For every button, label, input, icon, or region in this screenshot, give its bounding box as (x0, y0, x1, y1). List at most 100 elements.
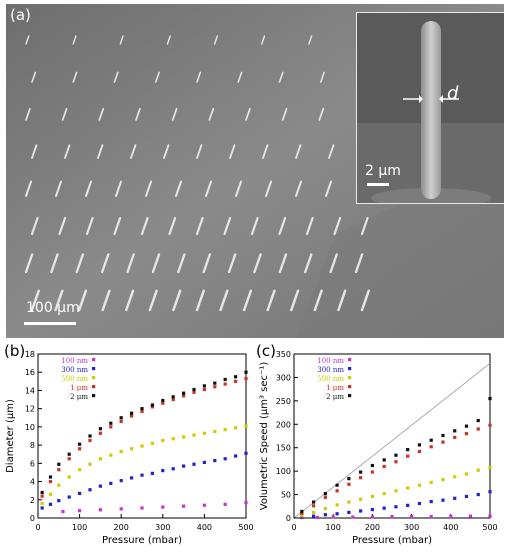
data-point (312, 500, 316, 504)
micro-pillar (205, 180, 213, 197)
data-point (78, 442, 82, 446)
data-point (119, 419, 123, 424)
legend-label: 300 nm (317, 366, 344, 374)
data-point (61, 510, 65, 514)
data-point (464, 494, 469, 499)
y-tick-label: 12 (25, 405, 35, 414)
chart-volumetric-speed: 0 100 200 300 400 500 0 50 100 150 200 250 300 350 Pre… (254, 340, 509, 554)
data-point (335, 512, 339, 516)
micro-pillar (237, 71, 243, 83)
legend-label: 1 μm (326, 384, 344, 392)
micro-pillar (24, 253, 34, 274)
micro-pillar (172, 289, 182, 312)
data-point (57, 499, 61, 503)
data-point (223, 382, 227, 386)
data-point (140, 409, 144, 413)
data-point (406, 447, 410, 452)
data-point (234, 454, 238, 458)
data-point (441, 440, 445, 444)
data-point (488, 465, 492, 469)
data-point (48, 502, 53, 506)
data-point (453, 435, 457, 440)
legend-marker (92, 358, 96, 362)
data-point (161, 398, 165, 403)
legend-marker (348, 358, 352, 362)
data-point (335, 503, 339, 507)
legend-marker (348, 376, 352, 380)
data-point (323, 495, 327, 499)
data-point (382, 458, 386, 462)
micro-pillar (98, 107, 105, 121)
data-point (109, 453, 113, 457)
data-point (488, 396, 492, 401)
data-point (234, 426, 238, 430)
data-point (192, 390, 196, 394)
data-point (394, 453, 398, 457)
data-point (67, 452, 71, 456)
inset-dimension-label: d (447, 83, 459, 104)
data-point (476, 468, 480, 472)
data-point (150, 471, 154, 475)
data-point (234, 379, 238, 383)
y-axis-label: Volumetric Speed (μm³ sec⁻¹) (259, 362, 270, 511)
x-tick-label: 400 (443, 523, 458, 532)
data-point (213, 381, 217, 385)
micro-pillar (227, 253, 237, 274)
micro-pillar (208, 107, 215, 121)
data-point (476, 427, 480, 431)
data-point (382, 492, 386, 496)
x-tick-label: 400 (197, 523, 212, 532)
scalebar-main (24, 322, 76, 325)
data-point (98, 484, 102, 488)
micro-pillar (354, 253, 364, 274)
micro-pillar (154, 71, 160, 83)
micro-pillar (195, 289, 205, 312)
data-point (476, 492, 480, 497)
data-point (441, 498, 445, 502)
data-point (78, 491, 82, 495)
data-point (244, 370, 248, 374)
data-point (140, 407, 144, 411)
micro-pillar (295, 180, 303, 197)
data-point (347, 482, 351, 486)
micro-pillar (166, 35, 171, 45)
data-point (429, 500, 433, 504)
data-point (370, 507, 374, 512)
data-point (335, 483, 339, 487)
inset-pillar (421, 21, 441, 199)
data-point (130, 447, 134, 451)
legend-marker (348, 367, 352, 371)
data-point (119, 416, 123, 420)
data-point (390, 514, 394, 519)
data-point (488, 490, 492, 494)
micro-pillar (195, 216, 204, 236)
y-tick-label: 4 (30, 478, 35, 487)
micro-pillar (253, 253, 262, 274)
micro-pillar (54, 289, 64, 312)
data-point (312, 510, 316, 514)
data-point (335, 489, 339, 493)
legend-label: 500 nm (61, 375, 88, 383)
data-point (429, 445, 433, 449)
micro-pillar (266, 289, 276, 312)
y-tick-label: 6 (30, 459, 35, 468)
data-point (331, 515, 335, 519)
data-point (140, 506, 144, 510)
data-point (98, 431, 102, 435)
micro-pillar (329, 253, 338, 274)
micro-pillar (101, 289, 111, 312)
reference-line (293, 363, 491, 519)
data-point (202, 503, 206, 507)
data-point (67, 457, 71, 461)
data-point (119, 479, 123, 483)
data-point (161, 401, 165, 405)
micro-pillar (72, 71, 78, 83)
data-point (119, 507, 123, 511)
micro-pillar (305, 216, 314, 236)
data-point (130, 414, 134, 418)
data-point (202, 431, 206, 435)
data-point (244, 424, 248, 428)
data-point (48, 492, 53, 496)
chart-diameter: 0 100 200 300 400 500 0 2 4 6 8 10 12 14 16 18 Pressure … (0, 340, 254, 554)
data-point (394, 489, 398, 493)
